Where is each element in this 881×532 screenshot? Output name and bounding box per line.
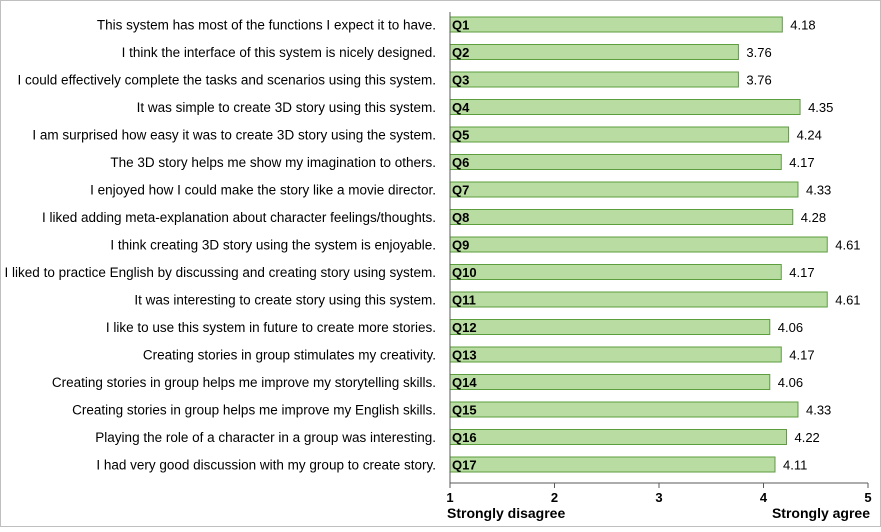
category-label: I liked to practice English by discussin… bbox=[5, 265, 436, 280]
data-label: 4.17 bbox=[789, 265, 814, 280]
bar-label: Q4 bbox=[452, 100, 470, 115]
x-tick-label: 5 bbox=[864, 490, 871, 505]
category-labels: This system has most of the functions I … bbox=[5, 18, 436, 473]
category-label: It was simple to create 3D story using t… bbox=[137, 100, 436, 115]
value-labels: 4.18 3.76 3.76 4.35 4.24 4.17 4.33 4.28 4.61 4.17… bbox=[746, 18, 860, 473]
bar-tags: Q1 Q2 Q3 Q4 Q5 Q6 Q7 Q8 Q9 Q10 Q11 Q12 Q13 Q14 Q15 Q16 Q… bbox=[452, 18, 477, 473]
bar-label: Q17 bbox=[452, 458, 477, 473]
data-label: 4.17 bbox=[789, 155, 814, 170]
bar bbox=[449, 209, 794, 225]
category-label: I think creating 3D story using the syst… bbox=[110, 238, 436, 253]
bar-label: Q15 bbox=[452, 403, 477, 418]
x-min-label: Strongly disagree bbox=[447, 505, 565, 521]
data-label: 4.24 bbox=[797, 128, 822, 143]
category-label: I am surprised how easy it was to create… bbox=[32, 128, 436, 143]
bar-label: Q6 bbox=[452, 155, 469, 170]
bar bbox=[449, 374, 771, 390]
bar bbox=[449, 264, 782, 280]
category-label: The 3D story helps me show my imaginatio… bbox=[110, 155, 436, 170]
bar bbox=[449, 71, 739, 88]
category-label: I enjoyed how I could make the story lik… bbox=[90, 183, 436, 198]
bar-label: Q2 bbox=[452, 45, 469, 60]
x-tick-label: 3 bbox=[655, 490, 662, 505]
category-label: It was interesting to create story using… bbox=[134, 293, 436, 308]
bar-label: Q12 bbox=[452, 320, 477, 335]
x-max-label: Strongly agree bbox=[772, 505, 870, 521]
category-label: I like to use this system in future to c… bbox=[106, 320, 436, 335]
bar bbox=[449, 126, 790, 143]
category-label: Creating stories in group helps me impro… bbox=[72, 403, 436, 418]
category-label: Creating stories in group stimulates my … bbox=[143, 348, 436, 363]
data-label: 4.06 bbox=[778, 320, 803, 335]
data-label: 4.18 bbox=[790, 18, 815, 33]
category-label: I could effectively complete the tasks a… bbox=[18, 73, 436, 88]
data-label: 4.61 bbox=[835, 293, 860, 308]
bar-label: Q11 bbox=[452, 293, 476, 308]
bar-label: Q14 bbox=[452, 375, 477, 390]
data-label: 4.35 bbox=[808, 100, 833, 115]
bar-label: Q9 bbox=[452, 238, 469, 253]
x-tick-label: 4 bbox=[760, 490, 768, 505]
category-label: I had very good discussion with my group… bbox=[96, 458, 436, 473]
bar bbox=[449, 154, 782, 170]
bar bbox=[449, 456, 776, 473]
bar-label: Q16 bbox=[452, 430, 477, 445]
bar-label: Q7 bbox=[452, 183, 469, 198]
category-label: Creating stories in group helps me impro… bbox=[52, 375, 436, 390]
bar-label: Q5 bbox=[452, 128, 469, 143]
x-tick-label: 1 bbox=[446, 490, 453, 505]
bar bbox=[449, 44, 739, 60]
data-label: 4.06 bbox=[778, 375, 803, 390]
category-label: Playing the role of a character in a gro… bbox=[95, 430, 436, 445]
x-tick-label: 2 bbox=[551, 490, 558, 505]
bar bbox=[449, 181, 799, 198]
bar bbox=[449, 319, 771, 335]
bar bbox=[449, 99, 801, 115]
bar-label: Q13 bbox=[452, 348, 477, 363]
bar bbox=[449, 236, 828, 253]
x-axis: 1 2 3 4 5 Strongly disagree Strongly agree bbox=[446, 12, 872, 521]
bar-label: Q1 bbox=[452, 18, 469, 33]
data-label: 3.76 bbox=[746, 73, 771, 88]
bar bbox=[449, 346, 782, 363]
bar bbox=[449, 16, 783, 33]
data-label: 4.17 bbox=[789, 348, 814, 363]
category-label: I liked adding meta-explanation about ch… bbox=[42, 210, 436, 225]
bar-label: Q10 bbox=[452, 265, 477, 280]
data-label: 4.28 bbox=[801, 210, 826, 225]
bar bbox=[449, 401, 799, 418]
category-label: This system has most of the functions I … bbox=[97, 18, 436, 33]
bar bbox=[449, 291, 828, 308]
data-label: 4.61 bbox=[835, 238, 860, 253]
data-label: 3.76 bbox=[746, 45, 771, 60]
data-label: 4.22 bbox=[794, 430, 819, 445]
category-label: I think the interface of this system is … bbox=[122, 45, 436, 60]
data-label: 4.33 bbox=[806, 183, 831, 198]
bar-label: Q8 bbox=[452, 210, 469, 225]
bar-label: Q3 bbox=[452, 73, 469, 88]
bar bbox=[449, 429, 787, 445]
data-label: 4.11 bbox=[783, 458, 807, 473]
data-label: 4.33 bbox=[806, 403, 831, 418]
